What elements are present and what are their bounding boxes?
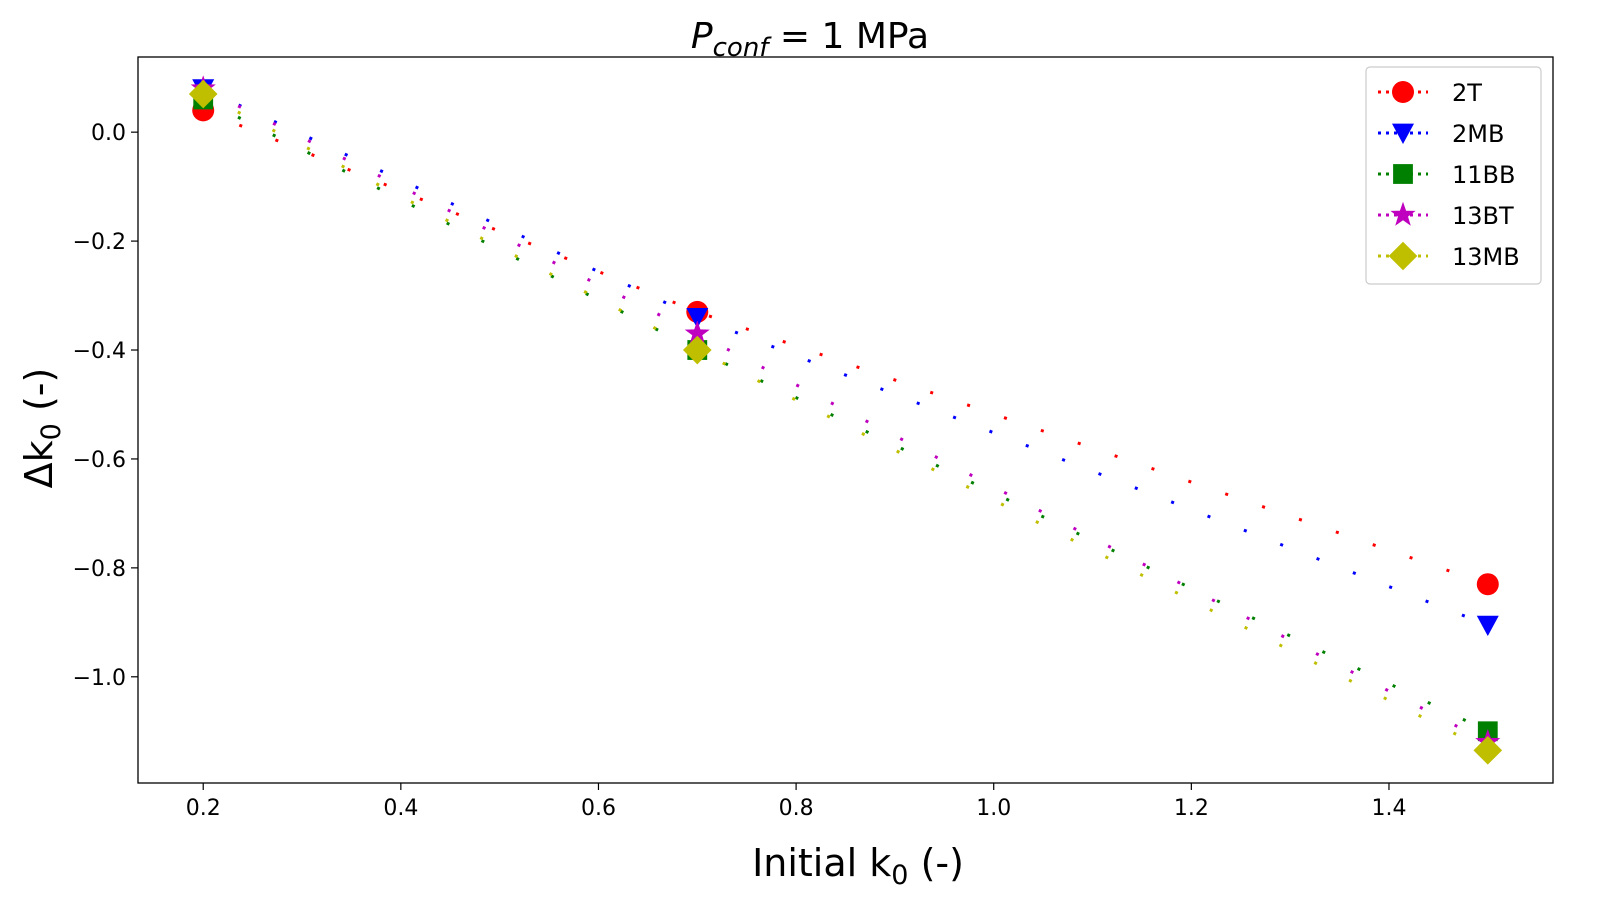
- series-11BB: [193, 89, 1498, 742]
- marker-circle: [1476, 573, 1499, 596]
- legend-label: 11BB: [1452, 161, 1515, 189]
- x-tick-label: 0.8: [779, 796, 814, 821]
- marker-star: [684, 320, 710, 345]
- y-tick-label: −0.8: [73, 557, 126, 582]
- series-group: [188, 75, 1503, 765]
- legend-item-13MB: 13MB: [1378, 241, 1520, 271]
- title-main: P: [691, 16, 713, 57]
- legend-item-13BT: 13BT: [1378, 201, 1514, 230]
- legend: 2T 2MB 11BB 13BT 13MB: [1365, 66, 1542, 285]
- legend-item-2MB: 2MB: [1378, 120, 1504, 148]
- series-2T: [192, 99, 1499, 596]
- x-tick-label: 0.2: [186, 796, 221, 821]
- legend-label: 13MB: [1452, 243, 1520, 271]
- xlabel-subscript: 0: [891, 860, 908, 891]
- legend-item-2T: 2T: [1378, 79, 1482, 107]
- marker-triangle: [1476, 615, 1499, 637]
- x-tick-label: 1.0: [976, 796, 1011, 821]
- marker-diamond: [1388, 241, 1418, 271]
- marker-triangle: [1392, 123, 1414, 144]
- x-tick-label: 0.6: [581, 796, 616, 821]
- legend-label: 13BT: [1452, 202, 1514, 230]
- series-line: [202, 87, 1489, 744]
- ylabel-main: Δk: [17, 440, 61, 488]
- marker-square: [1393, 164, 1413, 184]
- marker-diamond: [682, 335, 712, 365]
- ylabel-rest: (-): [17, 368, 61, 423]
- x-tick-label: 1.4: [1371, 796, 1406, 821]
- series-line: [202, 98, 1489, 733]
- series-13BT: [190, 75, 1501, 753]
- legend-label: 2MB: [1452, 120, 1504, 148]
- marker-star: [1390, 201, 1416, 226]
- y-tick-label: −1.0: [73, 666, 126, 691]
- series-line: [202, 92, 1489, 752]
- marker-triangle: [686, 307, 709, 329]
- series-2MB: [192, 79, 1499, 637]
- y-tick-label: 0.0: [91, 121, 126, 146]
- x-tick-label: 1.2: [1174, 796, 1209, 821]
- y-axis-label: Δk0 (-): [17, 368, 67, 489]
- plot-frame: [137, 56, 1554, 784]
- x-tick-label: 0.4: [383, 796, 418, 821]
- chart-title: Pconf = 1 MPa: [691, 16, 929, 63]
- y-tick-label: −0.4: [73, 339, 126, 364]
- title-subscript: conf: [713, 33, 773, 63]
- marker-diamond: [1473, 736, 1503, 765]
- legend-item-11BB: 11BB: [1378, 161, 1515, 189]
- ylabel-subscript: 0: [36, 423, 67, 440]
- xlabel-rest: (-): [908, 841, 963, 885]
- series-13MB: [188, 79, 1503, 765]
- marker-diamond: [188, 79, 218, 109]
- title-rest: = 1 MPa: [768, 16, 929, 57]
- x-axis-label: Initial k0 (-): [752, 841, 964, 891]
- y-tick-label: −0.6: [73, 448, 126, 473]
- y-tick-label: −0.2: [73, 230, 126, 255]
- series-line: [202, 108, 1489, 586]
- legend-box: [1365, 66, 1542, 285]
- xlabel-main: Initial k: [752, 841, 891, 885]
- axis-ticks: 0.2 0.4 0.6 0.8 1.0 1.2 1.4 0.0 −0.2 −0.4 −0.6 −0.8…: [73, 121, 1407, 821]
- marker-circle: [1392, 81, 1414, 103]
- series-line: [202, 87, 1489, 627]
- legend-label: 2T: [1452, 79, 1482, 107]
